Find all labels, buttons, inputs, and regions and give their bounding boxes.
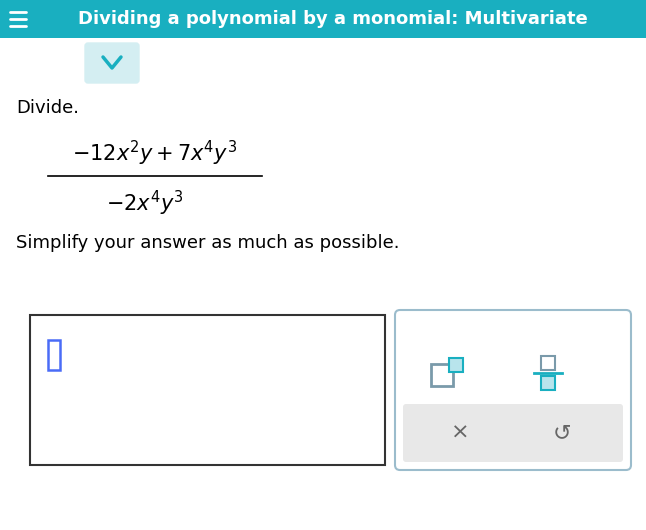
FancyBboxPatch shape: [395, 310, 631, 470]
Text: $-2x^{4}y^{3}$: $-2x^{4}y^{3}$: [107, 188, 183, 218]
FancyBboxPatch shape: [431, 364, 453, 386]
FancyBboxPatch shape: [449, 358, 463, 372]
FancyBboxPatch shape: [48, 340, 60, 370]
Text: $-12x^{2}y+7x^{4}y^{3}$: $-12x^{2}y+7x^{4}y^{3}$: [72, 138, 238, 167]
FancyBboxPatch shape: [30, 315, 385, 465]
FancyBboxPatch shape: [85, 43, 139, 83]
FancyBboxPatch shape: [541, 356, 555, 370]
Text: Divide.: Divide.: [16, 99, 79, 117]
Text: ×: ×: [451, 423, 469, 443]
FancyBboxPatch shape: [541, 376, 555, 390]
FancyBboxPatch shape: [403, 404, 623, 462]
Text: Dividing a polynomial by a monomial: Multivariate: Dividing a polynomial by a monomial: Mul…: [78, 10, 588, 28]
Text: ↺: ↺: [553, 423, 571, 443]
Text: Simplify your answer as much as possible.: Simplify your answer as much as possible…: [16, 234, 399, 252]
FancyBboxPatch shape: [0, 0, 646, 38]
